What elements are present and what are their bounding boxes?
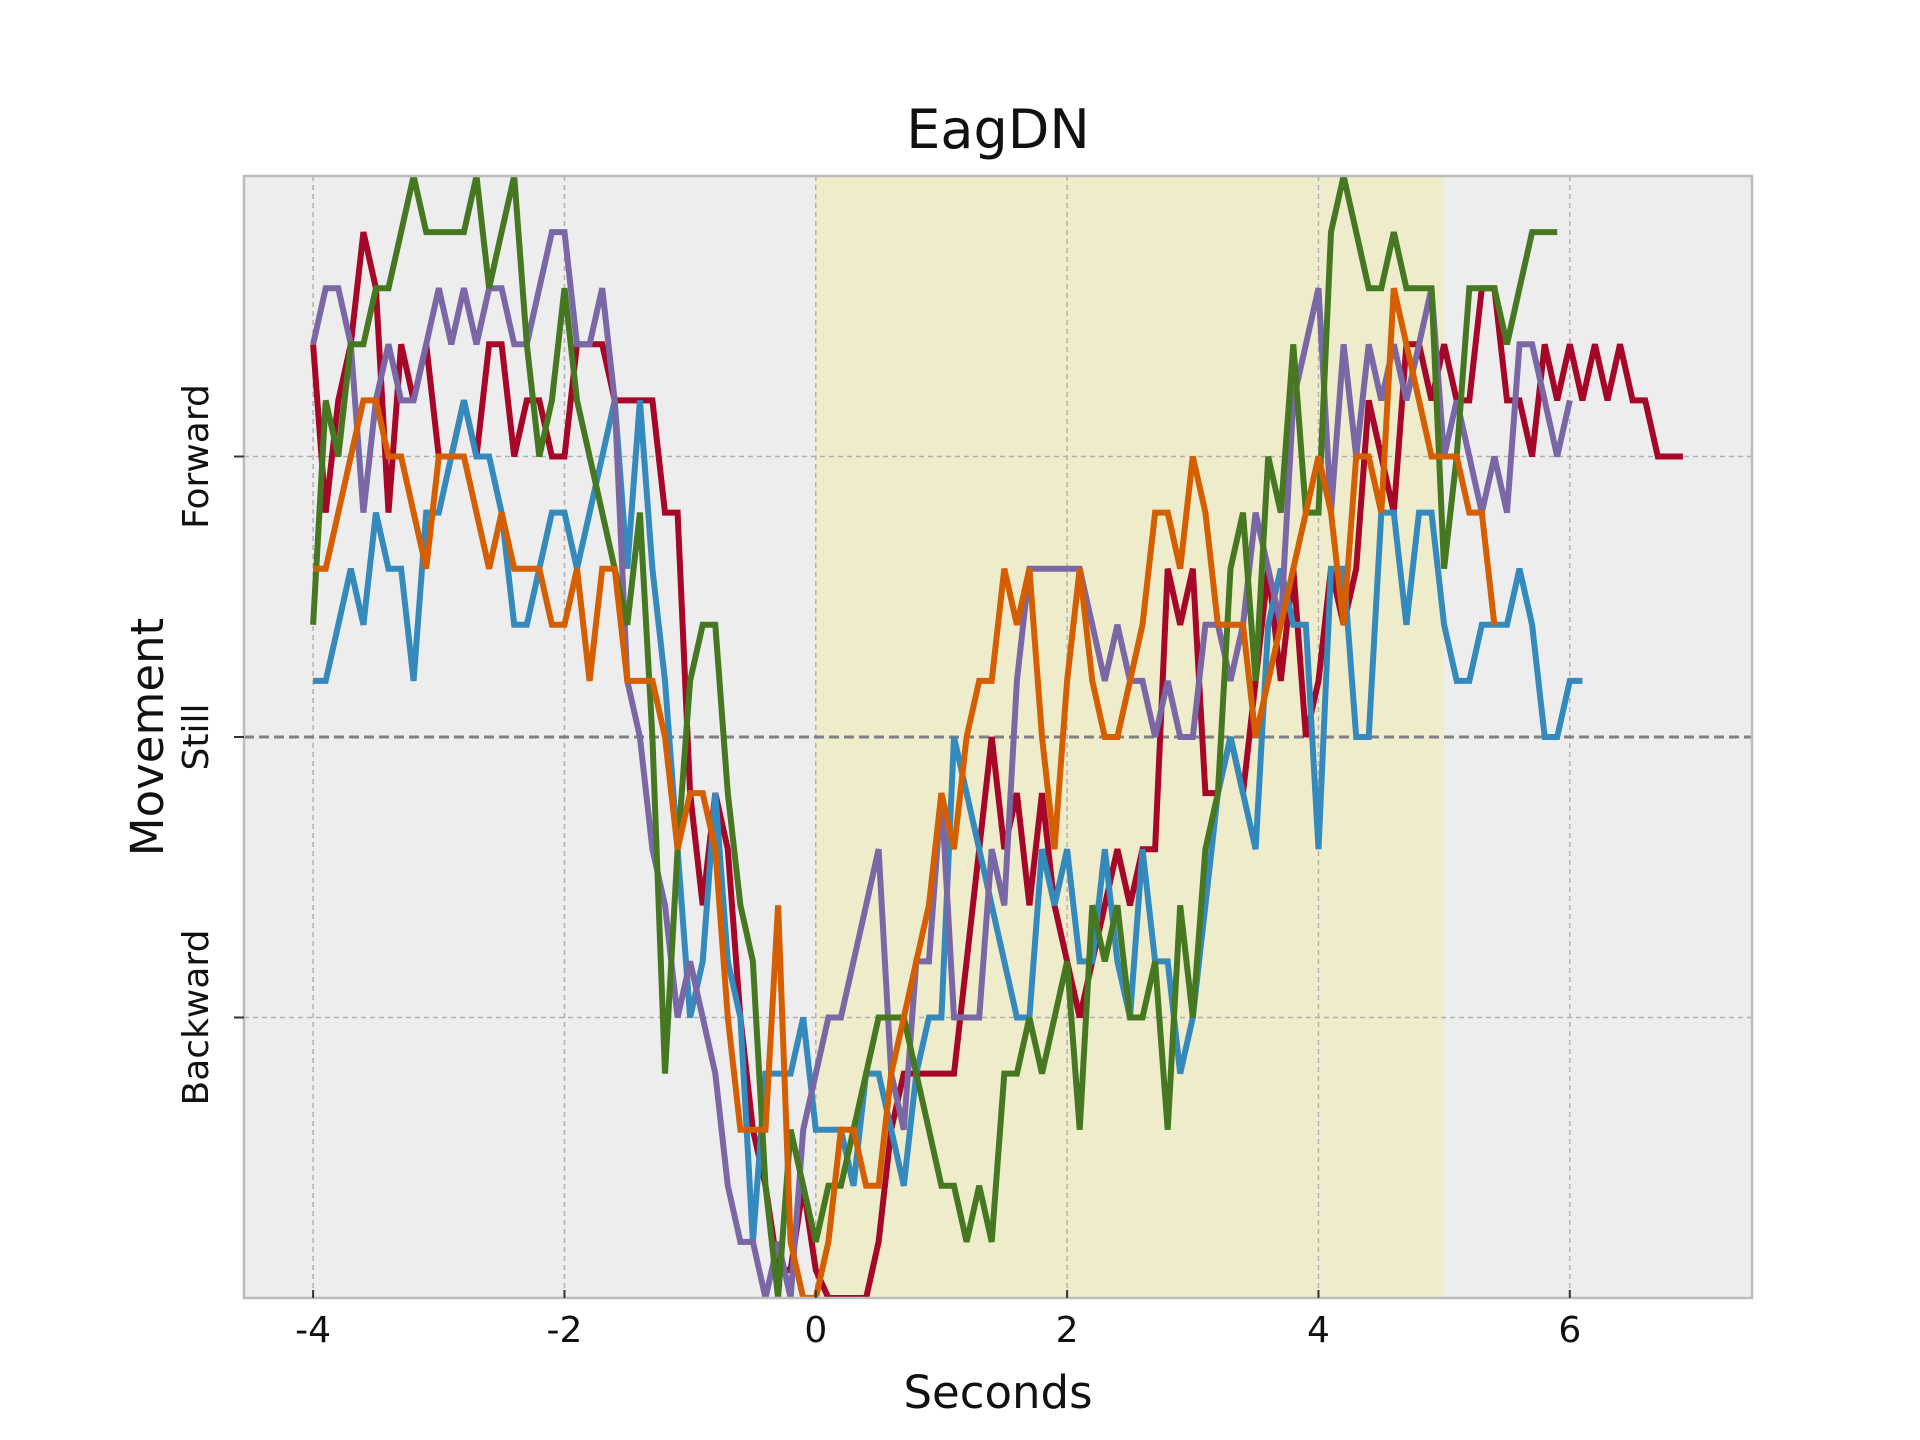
chart-title: EagDN <box>906 98 1089 161</box>
series-line-1 <box>310 231 1683 1298</box>
series-lines <box>310 176 1683 1298</box>
y-tick-label: Still <box>176 704 217 771</box>
x-tick-label: 4 <box>1307 1310 1330 1351</box>
y-tick-label: Forward <box>176 384 217 529</box>
series-line-5 <box>313 287 1498 1298</box>
x-tick-label: 0 <box>804 1310 827 1351</box>
y-axis-ticks: Forward Still Backward <box>176 384 244 1105</box>
x-tick-label: 2 <box>1056 1310 1079 1351</box>
series-line-4 <box>310 176 1558 1298</box>
x-tick-label: -2 <box>546 1310 582 1351</box>
x-tick-label: -4 <box>295 1310 331 1351</box>
x-tick-label: 6 <box>1558 1310 1581 1351</box>
x-axis-ticks: -4 -2 0 2 4 6 <box>295 1290 1581 1351</box>
y-axis-label: Movement <box>121 618 174 856</box>
x-axis-label: Seconds <box>903 1366 1092 1419</box>
y-tick-label: Backward <box>176 930 217 1106</box>
